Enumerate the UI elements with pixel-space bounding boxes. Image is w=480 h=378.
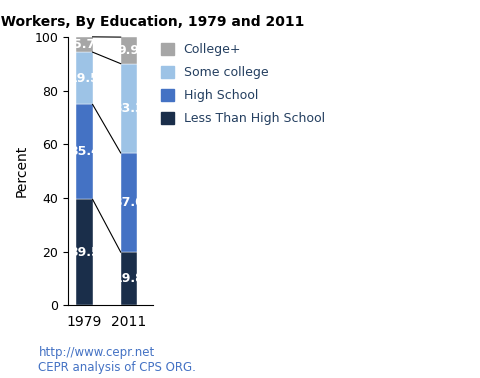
- Legend: College+, Some college, High School, Less Than High School: College+, Some college, High School, Les…: [161, 43, 325, 125]
- Y-axis label: Percent: Percent: [15, 145, 29, 197]
- Bar: [76, 52, 93, 104]
- Bar: [120, 153, 137, 252]
- Bar: [120, 252, 137, 305]
- Text: 9.9: 9.9: [118, 44, 140, 57]
- Text: http://www.cepr.net
CEPR analysis of CPS ORG.: http://www.cepr.net CEPR analysis of CPS…: [38, 346, 196, 374]
- Bar: [120, 64, 137, 153]
- Text: 19.5: 19.5: [69, 72, 100, 85]
- Text: 33.3: 33.3: [114, 102, 144, 115]
- Text: 39.5: 39.5: [69, 246, 100, 259]
- Bar: [76, 104, 93, 199]
- Bar: [120, 37, 137, 64]
- Text: 35.4: 35.4: [69, 146, 100, 158]
- Text: 5.7: 5.7: [73, 38, 96, 51]
- Text: 37.0: 37.0: [113, 196, 144, 209]
- Bar: [76, 37, 93, 52]
- Bar: [76, 199, 93, 305]
- Title: Low-wage Workers, By Education, 1979 and 2011: Low-wage Workers, By Education, 1979 and…: [0, 15, 304, 29]
- Text: 19.8: 19.8: [113, 272, 144, 285]
